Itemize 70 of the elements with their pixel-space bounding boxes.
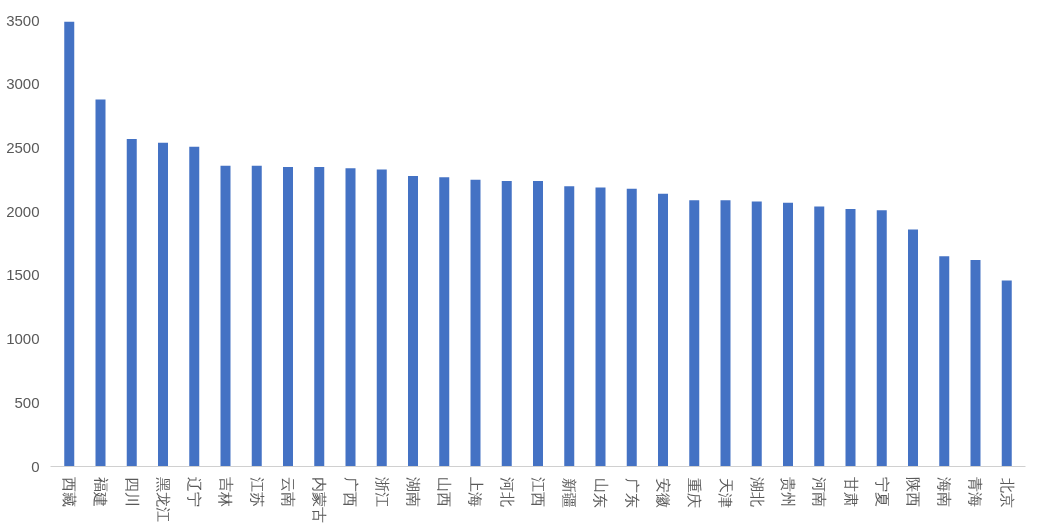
bar <box>126 139 137 467</box>
x-tick-label: 广西 <box>341 477 360 508</box>
x-tick-label: 上海 <box>466 477 485 508</box>
bar <box>814 206 825 467</box>
x-tick-label: 陕西 <box>904 477 922 508</box>
y-tick-label: 0 <box>31 457 40 475</box>
bar <box>345 168 356 467</box>
bar <box>908 229 918 467</box>
y-tick-label: 3500 <box>6 11 40 29</box>
x-tick-label: 云南 <box>279 477 297 508</box>
y-tick-label: 500 <box>14 393 40 411</box>
bar <box>158 142 168 467</box>
bar <box>95 99 106 467</box>
x-tick-label: 福建 <box>91 477 110 508</box>
x-tick-label: 内蒙古 <box>310 477 329 523</box>
x-tick-label: 湖北 <box>747 477 766 508</box>
x-tick-label: 四川 <box>122 477 141 508</box>
bar <box>595 187 606 467</box>
x-tick-label: 宁夏 <box>872 477 891 508</box>
bar <box>689 200 700 467</box>
x-tick-label: 江苏 <box>247 477 266 508</box>
x-tick-label: 辽宁 <box>185 477 204 508</box>
bar <box>1001 280 1012 467</box>
bar <box>189 146 200 467</box>
bar <box>876 210 887 467</box>
y-tick-label: 2000 <box>6 202 40 220</box>
x-tick-label: 浙江 <box>372 477 391 508</box>
x-tick-label: 黑龙江 <box>154 477 172 523</box>
bar <box>314 167 325 467</box>
x-tick-label: 海南 <box>935 477 954 508</box>
x-tick-label: 山西 <box>435 477 454 508</box>
x-tick-label: 湖南 <box>404 477 422 508</box>
bar <box>845 209 856 467</box>
x-tick-label: 河南 <box>810 477 829 508</box>
x-tick-label: 西藏 <box>60 477 79 508</box>
bar <box>376 169 387 467</box>
bar <box>564 186 575 467</box>
bar <box>251 165 262 467</box>
bar <box>283 167 293 467</box>
bar <box>626 188 637 467</box>
bar <box>533 181 543 467</box>
bar <box>220 165 231 467</box>
x-tick-label: 青海 <box>966 477 985 508</box>
x-tick-label: 北京 <box>997 477 1016 508</box>
bar <box>658 193 668 467</box>
bar <box>408 175 418 467</box>
bar <box>939 256 950 467</box>
bar <box>64 21 75 467</box>
x-tick-label: 广东 <box>622 477 641 508</box>
x-tick-label: 贵州 <box>779 477 797 508</box>
x-tick-label: 山东 <box>591 477 610 508</box>
x-tick-label: 河北 <box>497 477 516 508</box>
y-tick-label: 1000 <box>6 330 40 348</box>
bar <box>501 181 512 467</box>
bar <box>970 260 981 467</box>
bar <box>439 177 450 467</box>
x-tick-label: 新疆 <box>560 477 579 508</box>
x-tick-label: 天津 <box>716 477 735 508</box>
y-tick-label: 3000 <box>6 75 40 93</box>
x-tick-label: 吉林 <box>216 477 235 508</box>
y-tick-label: 1500 <box>6 266 40 284</box>
x-tick-label: 重庆 <box>685 477 704 508</box>
y-tick-label: 2500 <box>6 138 40 156</box>
bar <box>470 179 481 467</box>
bar <box>751 201 762 467</box>
x-tick-label: 安徽 <box>654 477 672 508</box>
bar <box>783 202 793 467</box>
x-tick-label: 江西 <box>529 477 547 508</box>
bar <box>720 200 731 467</box>
x-tick-label: 甘肃 <box>841 477 860 508</box>
